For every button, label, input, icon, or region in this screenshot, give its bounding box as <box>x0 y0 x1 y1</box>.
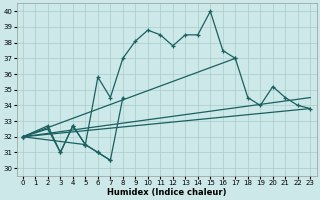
X-axis label: Humidex (Indice chaleur): Humidex (Indice chaleur) <box>107 188 226 197</box>
